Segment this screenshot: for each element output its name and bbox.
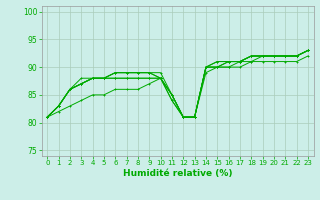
X-axis label: Humidité relative (%): Humidité relative (%)	[123, 169, 232, 178]
